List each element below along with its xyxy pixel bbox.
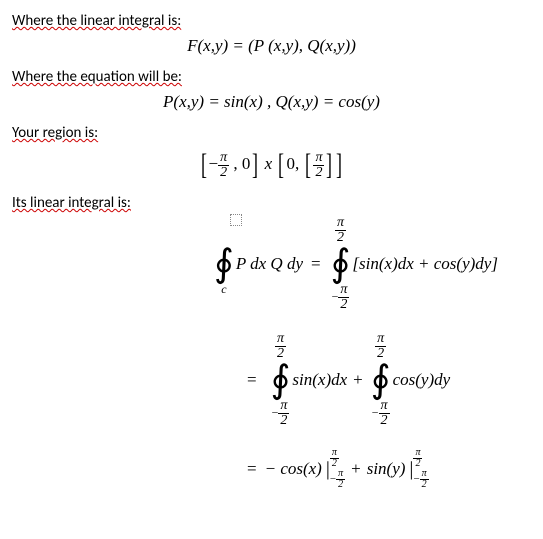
oint-pi2-1: π2 ∮ −π2 [331, 216, 351, 312]
cross-x: x [265, 154, 273, 173]
minus: − [209, 154, 219, 173]
integral-line-2: = π2 ∮ −π2 sin(x)dx + π2 ∮ −π2 cos(y)dy [12, 332, 531, 428]
term-3a: − cos(x) [265, 459, 322, 479]
oint-pi2-2a: π2 ∮ −π2 [271, 332, 291, 428]
eq-F: F(x,y) = (P (x,y), Q(x,y)) [12, 36, 531, 56]
section-its-linear: Its linear integral is: ∮ c P dx Q dy = … [12, 194, 531, 490]
integral-line-3: = − cos(x) | π2 −π2 + sin(y) | π2 −π2 [12, 448, 531, 490]
eval-3a: | π2 −π2 [326, 448, 345, 490]
section-region: Your region is: [−π2 , 0] x [0, [π2]] [12, 124, 531, 182]
label-where-eq: Where the equation will be: [12, 68, 531, 86]
label-its-linear: Its linear integral is: [12, 194, 531, 212]
rhs-1: [sin(x)dx + cos(y)dy] [352, 254, 498, 274]
oint-pi2-2b: π2 ∮ −π2 [371, 332, 391, 428]
section-where-linear: Where the linear integral is: F(x,y) = (… [12, 12, 531, 56]
oint-c: ∮ c [214, 233, 234, 295]
plus-2: + [353, 370, 363, 390]
eq-sign-1: = [311, 254, 321, 274]
term-3b: sin(y) [367, 459, 406, 479]
term-2a: sin(x)dx [292, 370, 347, 390]
section-where-eq: Where the equation will be: P(x,y) = sin… [12, 68, 531, 112]
term-2b: cos(y)dy [393, 370, 451, 390]
eq-PQ: P(x,y) = sin(x) , Q(x,y) = cos(y) [12, 92, 531, 112]
integral-line-1: ∮ c P dx Q dy = π2 ∮ −π2 [sin(x)dx + cos… [12, 216, 531, 312]
lhs-text: P dx Q dy [236, 254, 303, 274]
label-region: Your region is: [12, 124, 531, 142]
eq-sign-3: = [247, 459, 257, 479]
eq-sign-2: = [247, 370, 257, 390]
eq-region: [−π2 , 0] x [0, [π2]] [12, 148, 531, 182]
label-where-linear: Where the linear integral is: [12, 12, 531, 30]
eval-3b: | π2 −π2 [409, 448, 428, 490]
plus-3: + [351, 459, 361, 479]
selection-box [230, 214, 242, 226]
